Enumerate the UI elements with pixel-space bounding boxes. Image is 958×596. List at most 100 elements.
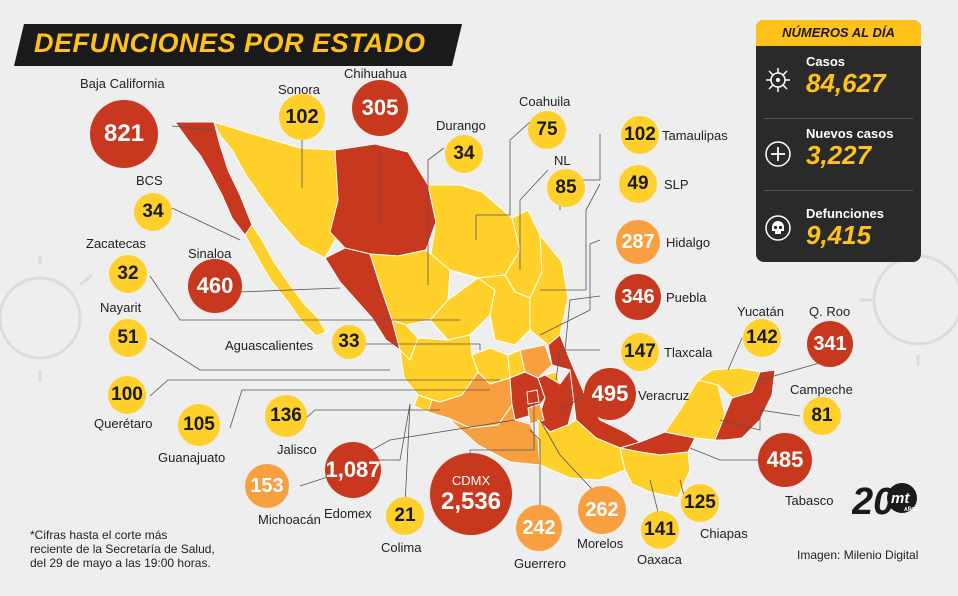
state-value-circle: CDMX 2,536 <box>430 453 512 535</box>
state-name-label: Tlaxcala <box>664 345 713 360</box>
state-value: 341 <box>813 332 847 355</box>
panel-divider <box>764 190 913 191</box>
state-value: 141 <box>644 519 676 540</box>
state-name-label: Puebla <box>666 290 707 305</box>
state-value-circle: 81 <box>803 397 841 435</box>
state-value-circle: 346 <box>615 274 661 320</box>
state-name-label: Edomex <box>324 506 372 521</box>
state-value-circle: 262 <box>578 486 626 534</box>
state-hidalgo <box>519 344 553 379</box>
cases-value: 84,627 <box>806 68 886 98</box>
state-value-circle: 142 <box>743 319 781 357</box>
state-name-label: Oaxaca <box>637 552 682 567</box>
state-value: 262 <box>585 498 619 521</box>
stats-panel: NÚMEROS AL DÍA Casos 84,627 Nuevos casos… <box>756 20 921 262</box>
state-value-circle: 287 <box>616 220 660 264</box>
state-value: 102 <box>624 124 656 145</box>
state-value: 495 <box>591 381 629 406</box>
state-name-label: CDMX <box>451 472 491 488</box>
state-name-label: Hidalgo <box>666 235 711 250</box>
state-name-label: Chihuahua <box>344 66 407 81</box>
state-value: 85 <box>555 177 577 198</box>
state-name-label: Guerrero <box>514 556 567 571</box>
state-value-circle: 49 <box>619 165 657 203</box>
footnote: *Cifras hasta el corte más reciente de l… <box>30 528 215 570</box>
state-name-label: Baja California <box>80 76 165 91</box>
state-name-label: Michoacán <box>258 512 321 527</box>
state-value: 1,087 <box>325 457 381 482</box>
state-chiapas <box>619 447 691 499</box>
logo-number: 20 <box>852 481 894 522</box>
state-value: 305 <box>361 95 399 120</box>
plus-icon <box>765 141 791 167</box>
state-value-circle: 136 <box>265 395 307 437</box>
logo-brand: mt <box>891 490 910 507</box>
logo-sub: AÑOS <box>904 506 919 513</box>
state-value-circle: 125 <box>681 484 719 522</box>
leader-lines <box>149 121 831 521</box>
state-value: 34 <box>142 201 164 222</box>
state-value-circle: 460 <box>188 259 242 313</box>
state-value: 51 <box>117 327 139 348</box>
state-campeche <box>664 379 726 441</box>
state-name-label: Tamaulipas <box>662 128 728 143</box>
state-value-circle: 34 <box>445 135 483 173</box>
state-value-circle: 34 <box>134 193 172 231</box>
state-name-label: Sonora <box>278 82 320 97</box>
state-bcs <box>244 224 327 337</box>
state-value-circle: 102 <box>621 116 659 154</box>
state-name-label: Coahuila <box>519 94 571 109</box>
state-name-label: Querétaro <box>94 416 153 431</box>
state-value: 2,536 <box>440 487 502 515</box>
logo-mark: 20 mt AÑOS <box>851 481 919 523</box>
state-value: 460 <box>196 273 234 298</box>
state-value-circle: 485 <box>758 433 812 487</box>
state-value-circle: 153 <box>245 464 289 508</box>
state-value: 102 <box>285 105 319 128</box>
state-name-label: Sinaloa <box>188 246 232 261</box>
state-value-circle: 33 <box>332 325 366 359</box>
state-value-circle: 51 <box>109 319 147 357</box>
state-name-label: Tabasco <box>785 493 834 508</box>
state-value: 34 <box>453 143 475 164</box>
state-cdmx <box>526 389 540 405</box>
state-value: 142 <box>746 327 778 348</box>
stats-panel-header <box>756 20 921 46</box>
state-value-circle: 305 <box>352 80 408 136</box>
state-name-label: Veracruz <box>638 388 690 403</box>
state-name-label: Yucatán <box>737 304 784 319</box>
state-name-label: Jalisco <box>277 442 317 457</box>
state-value-circle: 1,087 <box>325 442 381 498</box>
milenio-20-logo: 20 mt AÑOS <box>851 476 922 523</box>
state-value: 485 <box>766 447 804 472</box>
state-value: 75 <box>536 119 558 140</box>
state-value: 346 <box>621 285 655 308</box>
state-value-circle: 341 <box>807 321 853 367</box>
state-value: 242 <box>522 516 556 539</box>
state-value: 105 <box>183 414 215 435</box>
state-morelos <box>527 403 545 425</box>
state-value: 100 <box>111 384 143 405</box>
state-value: 147 <box>624 341 656 362</box>
panel-divider <box>764 118 913 119</box>
state-name-label: Zacatecas <box>86 236 146 251</box>
state-value: 125 <box>684 492 716 513</box>
page-title: DEFUNCIONES POR ESTADO <box>34 28 426 58</box>
state-value-circle: 141 <box>641 511 679 549</box>
state-name-label: NL <box>554 153 571 168</box>
state-value-circle: 75 <box>528 111 566 149</box>
banner-shape <box>14 24 462 66</box>
virus-icon <box>766 68 790 92</box>
state-value-circle: 100 <box>108 376 146 414</box>
state-chihuahua <box>329 143 437 257</box>
state-value: 821 <box>103 120 145 147</box>
new-cases-value: 3,227 <box>806 140 872 170</box>
state-name-label: Guanajuato <box>158 450 226 465</box>
state-value-circle: 821 <box>90 100 158 168</box>
title-banner: DEFUNCIONES POR ESTADO <box>14 24 462 66</box>
state-name-label: BCS <box>136 173 163 188</box>
state-name-label: Morelos <box>577 536 624 551</box>
state-name-label: Campeche <box>790 382 853 397</box>
